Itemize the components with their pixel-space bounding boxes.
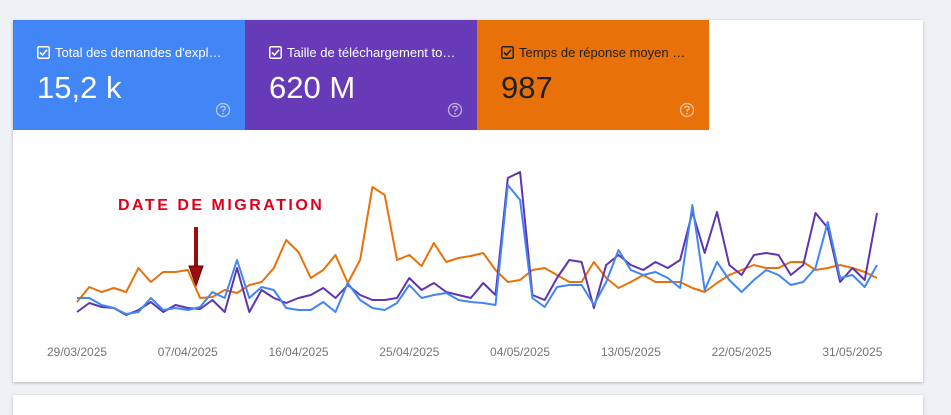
chart: DATE DE MIGRATION 29/03/2025 07/04/2025 16… — [47, 171, 883, 359]
series-line — [76, 171, 878, 316]
checkbox[interactable] — [269, 46, 282, 59]
metric-value: 15,2 k — [37, 70, 122, 105]
help-icon[interactable] — [447, 102, 463, 118]
annotation-arrow — [188, 227, 204, 288]
x-tick-label: 29/03/2025 — [47, 345, 107, 359]
metric-card[interactable]: Taille de téléchargement to… 620 M — [245, 20, 477, 130]
next-panel — [13, 395, 923, 415]
metric-label: Temps de réponse moyen … — [519, 45, 686, 60]
x-tick-label: 22/05/2025 — [712, 345, 772, 359]
series-line — [76, 186, 878, 303]
checkbox[interactable] — [37, 46, 50, 59]
metric-card[interactable]: Temps de réponse moyen … 987 — [477, 20, 709, 130]
annotation: DATE DE MIGRATION — [118, 197, 324, 214]
x-tick-label: 25/04/2025 — [379, 345, 439, 359]
x-tick-label: 04/05/2025 — [490, 345, 550, 359]
metric-card[interactable]: Total des demandes d'expl… 15,2 k — [13, 20, 245, 130]
x-tick-label: 16/04/2025 — [269, 345, 329, 359]
x-tick-label: 07/04/2025 — [158, 345, 218, 359]
help-icon[interactable] — [679, 102, 695, 118]
series-line — [77, 184, 878, 315]
x-tick-label: 31/05/2025 — [822, 345, 882, 359]
crawl-stats-panel: Total des demandes d'expl… 15,2 k Taille… — [13, 20, 923, 382]
help-icon[interactable] — [215, 102, 231, 118]
metric-label: Total des demandes d'expl… — [55, 45, 222, 60]
metric-label: Taille de téléchargement to… — [287, 45, 456, 60]
page: Total des demandes d'expl… 15,2 k Taille… — [13, 20, 923, 415]
x-tick-label: 13/05/2025 — [601, 345, 661, 359]
checkbox[interactable] — [501, 46, 514, 59]
metric-value: 620 M — [269, 70, 356, 105]
metric-value: 987 — [501, 70, 553, 105]
